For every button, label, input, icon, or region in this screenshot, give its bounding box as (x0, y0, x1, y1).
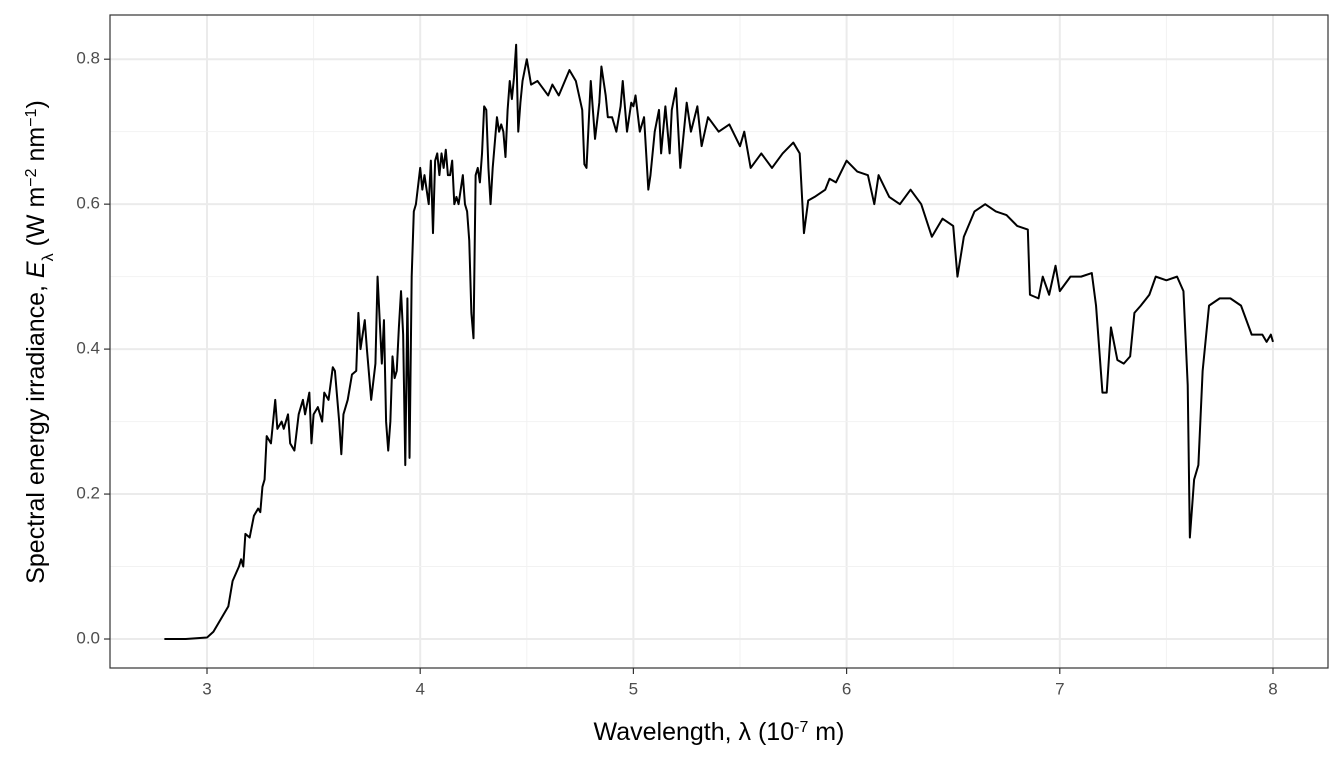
x-title-text: Wavelength, λ (10 (594, 718, 795, 746)
x-title-sup: -7 (794, 719, 808, 736)
y-tick-label: 0.8 (76, 49, 100, 68)
x-axis-title: Wavelength, λ (10-7 m) (594, 718, 845, 746)
y-title-sup: −1 (23, 108, 40, 126)
y-tick-label: 0.0 (76, 628, 100, 647)
y-title-sup: −2 (23, 168, 40, 186)
y-tick-label: 0.6 (76, 194, 100, 213)
x-title-text: m) (808, 718, 844, 746)
axes: 3 4 5 6 7 8 0.0 0.2 0.4 0.6 0.8 (76, 49, 1277, 699)
y-title-symbol: E (22, 261, 50, 278)
x-tick-label: 6 (842, 679, 851, 698)
y-title-text: ) (22, 100, 50, 108)
x-tick-label: 5 (629, 679, 638, 698)
x-tick-label: 7 (1055, 679, 1064, 698)
y-title-text: (W m (22, 187, 50, 254)
x-tick-label: 8 (1268, 679, 1277, 698)
x-tick-label: 4 (415, 679, 424, 698)
y-title-text: Spectral energy irradiance, (22, 278, 50, 584)
spectrum-line (164, 43, 1274, 641)
y-title-sub: λ (40, 253, 57, 261)
panel-border (109, 14, 1329, 669)
y-tick-label: 0.4 (76, 339, 100, 358)
y-tick-label: 0.2 (76, 484, 100, 503)
plot (164, 43, 1274, 641)
y-title-text: nm (22, 127, 50, 169)
x-tick-label: 3 (202, 679, 211, 698)
y-axis-title: Spectral energy irradiance, Eλ (W m−2 nm… (22, 100, 57, 584)
